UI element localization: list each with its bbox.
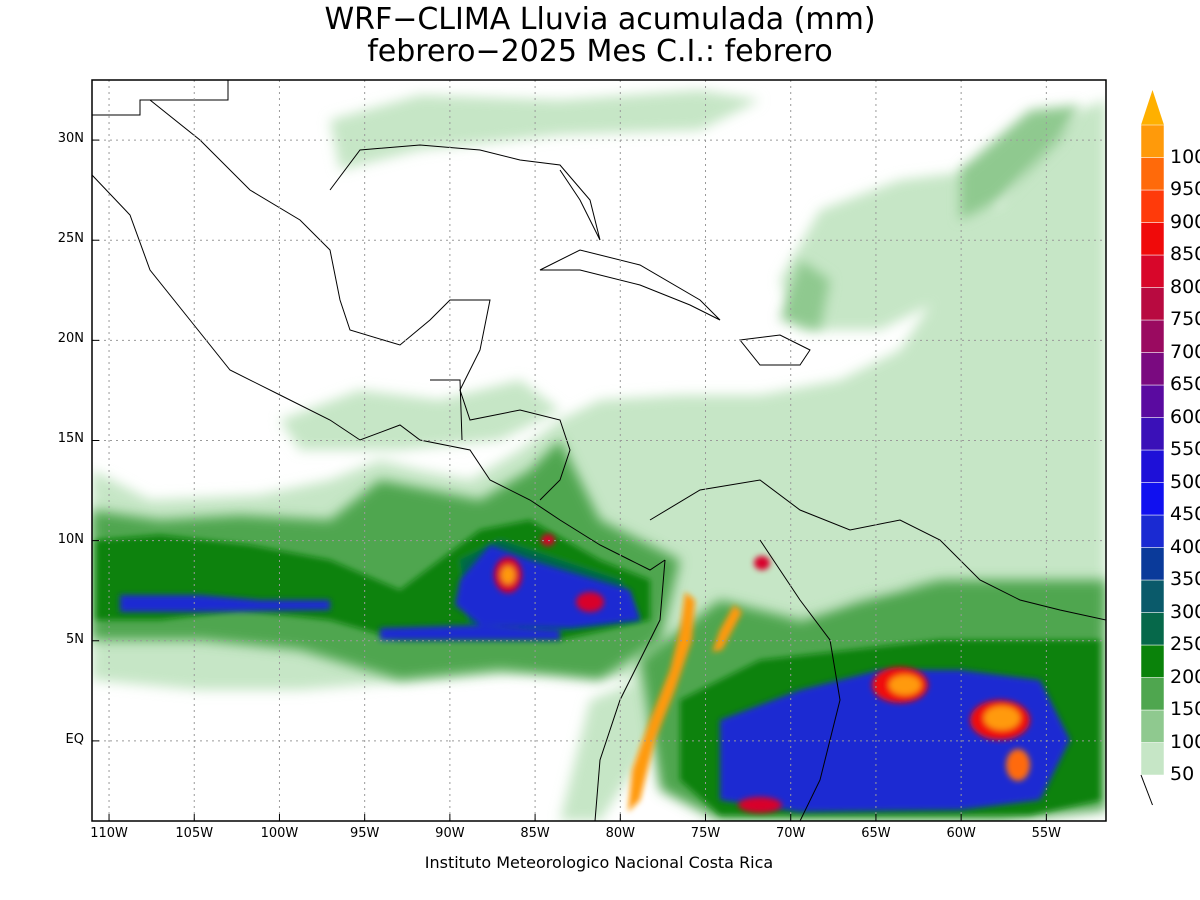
colorbar-label: 500 xyxy=(1170,470,1200,493)
colorbar-label: 50 xyxy=(1170,763,1195,785)
colorbar-label: 900 xyxy=(1170,210,1200,233)
colorbar xyxy=(1140,90,1165,806)
colorbar-label: 600 xyxy=(1170,405,1200,428)
colorbar-over-triangle xyxy=(1141,90,1164,125)
map-frame xyxy=(91,79,1107,822)
x-tick-label: 65W xyxy=(861,826,891,841)
colorbar-label: 150 xyxy=(1170,698,1200,720)
colorbar-swatch xyxy=(1140,514,1165,548)
x-tick-label: 85W xyxy=(520,826,550,841)
x-tick-label: 100W xyxy=(260,826,299,841)
y-tick-label: 30N xyxy=(57,131,84,147)
precip-700-plus-cores xyxy=(494,534,1030,813)
x-tick-label: 60W xyxy=(946,826,976,841)
colorbar-swatch xyxy=(1140,547,1165,581)
colorbar-label: 400 xyxy=(1170,535,1200,558)
colorbar-swatch xyxy=(1140,709,1165,743)
colorbar-swatch xyxy=(1140,677,1165,711)
graticule xyxy=(92,80,1106,821)
colorbar-label: 350 xyxy=(1170,568,1200,590)
colorbar-swatch xyxy=(1140,579,1165,613)
colorbar-label: 200 xyxy=(1170,665,1200,688)
colorbar-swatch xyxy=(1140,612,1165,646)
x-tick-label: 75W xyxy=(690,826,721,841)
x-tick-label: 110W xyxy=(90,826,128,841)
y-tick-label: 20N xyxy=(57,331,84,347)
x-tick-label: 55W xyxy=(1031,826,1062,841)
y-tick-label: 15N xyxy=(57,431,84,447)
colorbar-label: 950 xyxy=(1170,178,1200,200)
x-tick-label: 90W xyxy=(435,826,465,841)
colorbar-swatch xyxy=(1140,157,1165,191)
colorbar-swatch xyxy=(1140,384,1165,418)
colorbar-swatch xyxy=(1140,417,1165,451)
y-tick-label: EQ xyxy=(65,731,84,747)
colorbar-label: 850 xyxy=(1170,243,1200,265)
map-title-line-1: WRF−CLIMA Lluvia acumulada (mm) xyxy=(324,2,876,37)
colorbar-under-tail xyxy=(1140,774,1153,806)
colorbar-swatch xyxy=(1140,124,1165,158)
colorbar-swatch xyxy=(1140,449,1165,483)
x-tick-label: 70W xyxy=(776,826,806,841)
colorbar-swatch xyxy=(1140,644,1165,678)
x-tick-label: 105W xyxy=(175,826,214,841)
y-tick-label: 10N xyxy=(57,531,84,547)
colorbar-swatch xyxy=(1140,254,1165,288)
colorbar-swatch xyxy=(1140,189,1165,223)
axis-ticks xyxy=(92,139,1047,821)
colorbar-swatch xyxy=(1140,287,1165,321)
colorbar-label: 250 xyxy=(1170,633,1200,655)
colorbar-label: 750 xyxy=(1170,308,1200,330)
map-title-line-2: febrero−2025 Mes C.I.: febrero xyxy=(367,34,833,69)
colorbar-label: 100 xyxy=(1170,730,1200,753)
colorbar-label: 450 xyxy=(1170,503,1200,525)
colorbar-swatch xyxy=(1140,482,1165,516)
precip-field xyxy=(92,90,1106,821)
colorbar-label: 700 xyxy=(1170,340,1200,363)
colorbar-swatch xyxy=(1140,352,1165,386)
colorbar-label: 650 xyxy=(1170,373,1200,395)
colorbar-label: 800 xyxy=(1170,275,1200,298)
colorbar-swatch xyxy=(1140,742,1165,776)
y-tick-label: 25N xyxy=(57,231,84,247)
x-tick-label: 80W xyxy=(605,826,635,841)
colorbar-swatch xyxy=(1140,319,1165,353)
colorbar-label: 550 xyxy=(1170,438,1200,460)
credit-line: Instituto Meteorologico Nacional Costa R… xyxy=(424,853,774,872)
coastlines xyxy=(92,80,1106,821)
colorbar-label: 1000 xyxy=(1170,145,1200,168)
colorbar-label: 300 xyxy=(1170,600,1200,623)
y-tick-label: 5N xyxy=(66,631,84,647)
x-tick-label: 95W xyxy=(349,826,380,841)
colorbar-swatch xyxy=(1140,222,1165,256)
